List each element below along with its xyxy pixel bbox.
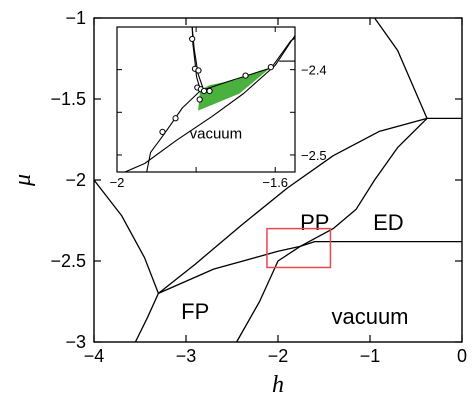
phase-boundary-line <box>236 245 301 343</box>
region-label: PP <box>300 210 329 235</box>
main-region-labels: PP ED FP vacuum <box>181 210 408 329</box>
inset-filled-region <box>198 67 272 111</box>
x-tick-label: −2 <box>268 346 289 366</box>
inset-panel: −2 −1.6 −2.5 −2.4 vacuum <box>110 26 327 190</box>
phase-boundary-line <box>374 17 428 119</box>
phase-boundary-line <box>134 293 159 343</box>
phase-boundary-line <box>158 117 428 294</box>
phase-boundary-line <box>299 240 462 248</box>
inset-y-tick-label: −2.4 <box>301 63 327 78</box>
inset-point <box>206 87 213 95</box>
x-tick-label: −1 <box>360 346 381 366</box>
x-axis-label: h <box>272 372 284 398</box>
x-tick-label: −4 <box>84 346 105 366</box>
x-tick-label: 0 <box>457 346 467 366</box>
y-tick-label: −1.5 <box>50 89 86 109</box>
inset-point <box>195 67 202 74</box>
inset-axis-ticks: −2 −1.6 −2.5 −2.4 <box>110 26 327 190</box>
main-axis-ticks: −4 −3 −2 −1 0−3−2.5−2−1.5−1 <box>50 8 467 366</box>
region-label: vacuum <box>331 304 408 329</box>
inset-point <box>159 128 166 136</box>
highlight-box <box>266 227 332 269</box>
phase-boundary-line <box>93 179 160 294</box>
main-phase-boundaries <box>93 17 462 343</box>
inset-point <box>242 72 249 79</box>
inset-point <box>172 115 179 122</box>
region-label: FP <box>181 299 209 324</box>
inset-point <box>267 63 274 71</box>
x-tick-label: −3 <box>176 346 197 366</box>
inset-points <box>159 35 274 136</box>
y-tick-label: −1 <box>65 8 86 28</box>
inset-region-label: vacuum <box>190 126 243 143</box>
y-tick-label: −2.5 <box>50 251 86 271</box>
inset-line <box>124 35 296 173</box>
y-tick-label: −3 <box>65 332 86 352</box>
inset-point <box>196 96 203 103</box>
inset-x-tick-label: −2 <box>110 175 125 190</box>
region-label: ED <box>373 210 404 235</box>
inset-x-tick-label: −1.6 <box>262 175 288 190</box>
inset-frame <box>116 26 296 173</box>
y-axis-label: μ <box>10 174 36 187</box>
inset-point <box>189 35 196 43</box>
phase-boundary-line <box>157 117 428 294</box>
y-tick-label: −2 <box>65 170 86 190</box>
inset-point <box>200 87 208 95</box>
inset-y-tick-label: −2.5 <box>301 148 327 163</box>
